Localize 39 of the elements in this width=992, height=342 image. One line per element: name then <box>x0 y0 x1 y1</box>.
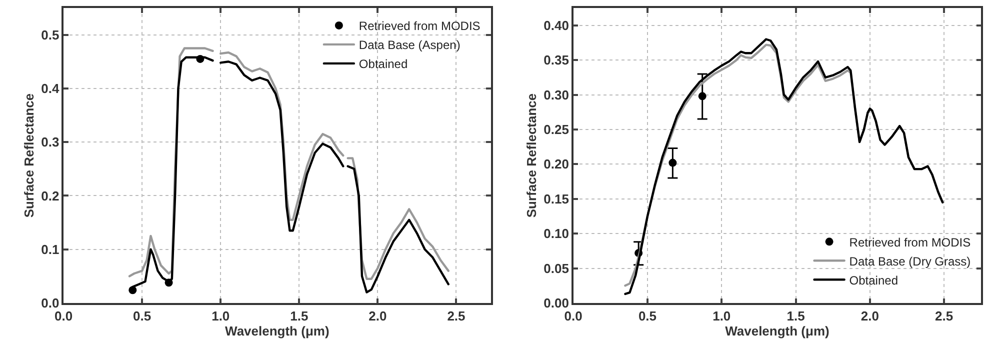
x-tick-label: 2.0 <box>368 308 387 324</box>
y-tick-label: 0.4 <box>41 81 60 96</box>
y-tick-label: 0.1 <box>41 242 60 257</box>
x-tick-label: 0.0 <box>564 308 582 324</box>
legend-label: Retrieved from MODIS <box>849 235 971 250</box>
x-tick-label: 2.0 <box>860 308 879 324</box>
y-tick-label: 0.05 <box>544 260 569 276</box>
y-tick-label: 0.20 <box>544 156 569 172</box>
y-tick-label: 0.2 <box>41 188 60 204</box>
y-tick-label: 0.15 <box>544 191 569 206</box>
y-tick-label: 0.40 <box>544 18 569 33</box>
legend-label: Obtained <box>849 273 898 288</box>
y-axis-title: Surface Reflectance <box>524 93 540 218</box>
legend-label: Data Base (Dry Grass) <box>849 254 971 268</box>
x-axis-title: Wavelength (μm) <box>725 323 830 338</box>
x-tick-label: 0.5 <box>133 308 152 324</box>
x-axis-title: Wavelength (μm) <box>225 323 330 338</box>
legend-label: Data Base (Aspen) <box>358 38 460 52</box>
y-tick-label: 0.0 <box>41 296 60 311</box>
x-tick-label: 1.0 <box>212 308 230 324</box>
y-tick-label: 0.3 <box>41 134 60 150</box>
x-tick-label: 1.5 <box>290 308 308 324</box>
y-tick-label: 0.10 <box>544 226 569 242</box>
y-tick-label: 0.30 <box>544 87 569 102</box>
y-tick-label: 0.25 <box>544 122 569 138</box>
point <box>668 158 677 167</box>
x-tick-label: 1.5 <box>786 308 805 324</box>
legend-label: Retrieved from MODIS <box>358 19 480 34</box>
x-tick-label: 1.0 <box>712 308 731 324</box>
y-tick-label: 0.00 <box>544 296 569 311</box>
x-tick-label: 0.0 <box>54 308 73 324</box>
legend-label: Obtained <box>358 57 408 72</box>
x-tick-label: 0.5 <box>638 308 657 324</box>
y-tick-label: 0.35 <box>544 52 569 68</box>
x-tick-label: 2.5 <box>935 308 954 324</box>
y-axis-title: Surface Reflectance <box>22 93 37 218</box>
y-tick-label: 0.5 <box>41 27 60 42</box>
point <box>698 92 706 100</box>
x-tick-label: 2.5 <box>447 308 466 324</box>
